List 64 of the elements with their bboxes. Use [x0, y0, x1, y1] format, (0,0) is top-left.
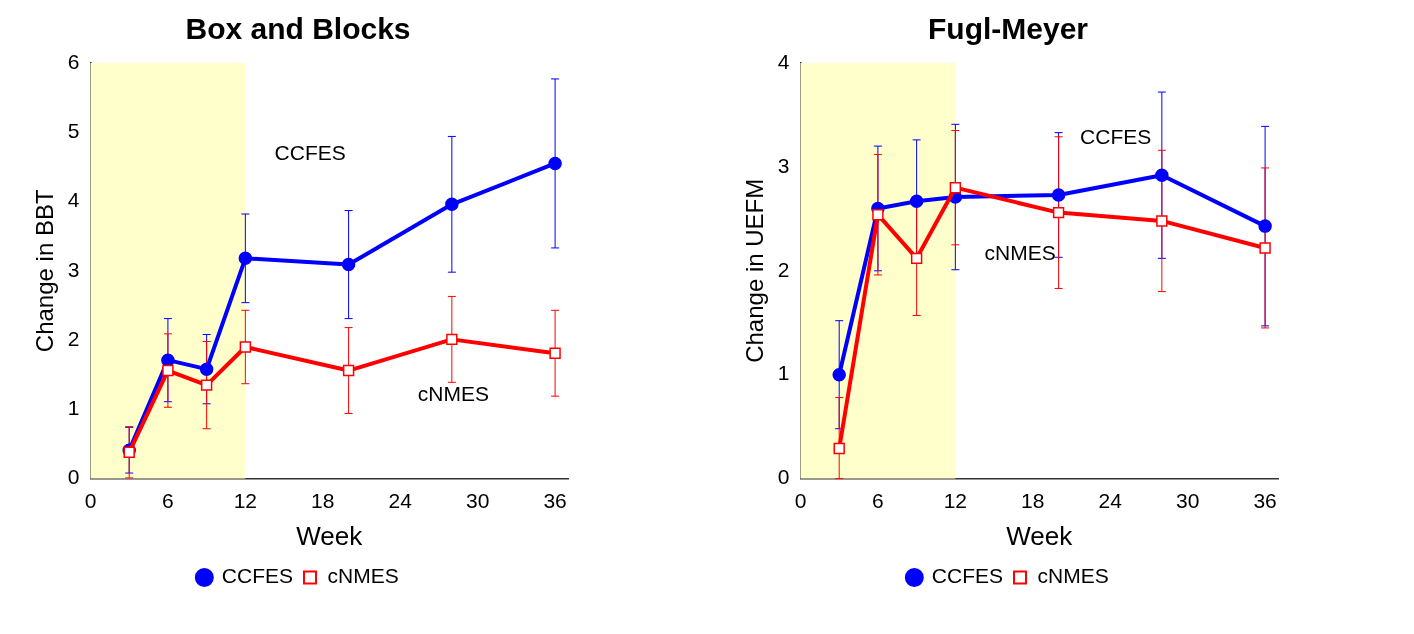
annotation: cNMES [417, 382, 489, 406]
y-tick-label: 1 [67, 396, 80, 420]
point [833, 442, 845, 455]
point [910, 252, 923, 265]
point [199, 362, 214, 376]
annotation: CCFES [1080, 124, 1152, 148]
y-tick-label: 3 [67, 257, 80, 281]
annotation: cNMES [984, 240, 1056, 264]
y-tick-label: 5 [67, 119, 80, 143]
y-tick-label: 2 [777, 257, 790, 281]
point [446, 333, 458, 346]
point [909, 194, 924, 208]
point [1259, 242, 1271, 254]
point [238, 251, 253, 266]
chart-title: Fugl-Meyer [927, 12, 1089, 46]
y-tick-label: 3 [777, 153, 790, 177]
x-tick-label: 6 [162, 489, 174, 512]
point [162, 364, 174, 377]
point [161, 353, 175, 367]
x-tick-label: 12 [233, 489, 258, 512]
point [1051, 188, 1066, 202]
chart-title: Box and Blocks [185, 12, 411, 46]
point [341, 257, 356, 272]
x-tick-label: 30 [1175, 489, 1200, 512]
point [1155, 168, 1169, 182]
annotation: CCFES [274, 141, 346, 165]
point [445, 197, 459, 212]
point [1258, 219, 1272, 233]
legend-label: cNMES [1037, 564, 1109, 588]
x-axis-title: Week [1006, 520, 1074, 551]
point [1156, 215, 1168, 227]
x-tick-label: 18 [1021, 489, 1045, 512]
x-tick-label: 24 [1098, 489, 1123, 512]
x-tick-label: 0 [84, 489, 97, 512]
y-tick-label: 1 [777, 361, 790, 385]
point [872, 208, 884, 221]
point [832, 367, 846, 382]
point [549, 347, 561, 359]
y-tick-label: 0 [67, 465, 80, 489]
point [548, 156, 562, 171]
x-axis-title: Week [296, 520, 364, 551]
x-tick-label: 30 [465, 489, 490, 512]
y-tick-label: 4 [67, 188, 80, 212]
legend-label: CCFES [221, 564, 294, 588]
point [239, 341, 252, 353]
point [949, 181, 962, 194]
legend-label: CCFES [931, 564, 1004, 588]
y-tick-label: 4 [777, 49, 790, 73]
y-axis-title: Change in UEFM [741, 178, 769, 363]
x-tick-label: 0 [794, 489, 807, 512]
y-axis-title: Change in BBT [31, 189, 59, 353]
point [342, 364, 355, 377]
x-tick-label: 36 [1253, 489, 1277, 512]
y-tick-label: 6 [67, 49, 80, 73]
legend-label: cNMES [327, 564, 399, 588]
point [1052, 206, 1065, 219]
y-tick-label: 2 [67, 326, 80, 350]
x-tick-label: 36 [543, 489, 567, 512]
x-tick-label: 18 [311, 489, 335, 512]
x-tick-label: 24 [388, 489, 413, 512]
point [200, 379, 213, 391]
x-tick-label: 12 [943, 489, 968, 512]
x-tick-label: 6 [872, 489, 884, 512]
y-tick-label: 0 [777, 465, 790, 489]
